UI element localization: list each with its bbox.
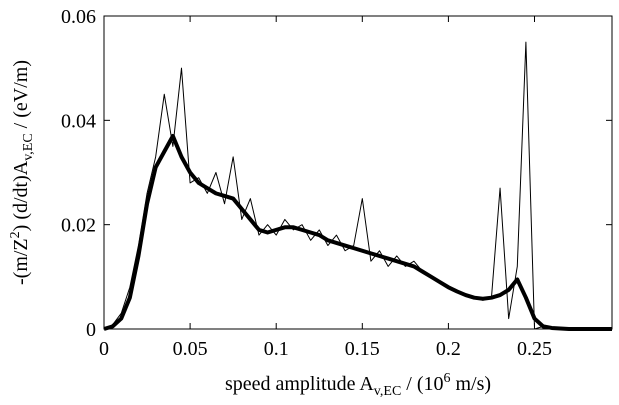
- y-tick-label: 0.02: [61, 215, 96, 237]
- y-axis-label: -(m/Z2) (d/dt)Av,EC / (eV/m): [8, 60, 36, 285]
- y-axis-label-part: 2: [8, 231, 23, 238]
- y-tick-label: 0.04: [61, 110, 96, 132]
- data-line: [103, 133, 612, 331]
- x-axis-label-part: speed amplitude A: [225, 373, 374, 395]
- x-axis-label: speed amplitude Av,EC / (106 m/s): [225, 371, 491, 399]
- x-axis-label-part: 6: [444, 371, 451, 386]
- x-tick-label: 0: [99, 338, 109, 360]
- x-tick-label: 0.1: [264, 338, 289, 360]
- y-axis-label-part: v,EC: [21, 133, 36, 160]
- plot-frame: [103, 15, 613, 330]
- x-tick-label: 0.05: [173, 338, 208, 360]
- x-tick-label: 0.15: [345, 338, 380, 360]
- y-axis-label-part: / (eV/m): [10, 60, 32, 133]
- x-tick-label: 0.2: [436, 338, 461, 360]
- y-tick-label: 0.06: [61, 6, 96, 28]
- y-axis-label-part: -(m/Z: [10, 238, 32, 285]
- x-axis-label-part: v,EC: [374, 384, 401, 399]
- x-axis-label-part: m/s): [451, 373, 492, 395]
- y-axis-label-part: ) (d/dt)A: [10, 160, 32, 231]
- x-tick-label: 0.25: [517, 338, 552, 360]
- x-axis-label-part: / (10: [401, 373, 443, 395]
- y-tick-label: 0: [86, 319, 96, 341]
- data-line: [103, 41, 612, 330]
